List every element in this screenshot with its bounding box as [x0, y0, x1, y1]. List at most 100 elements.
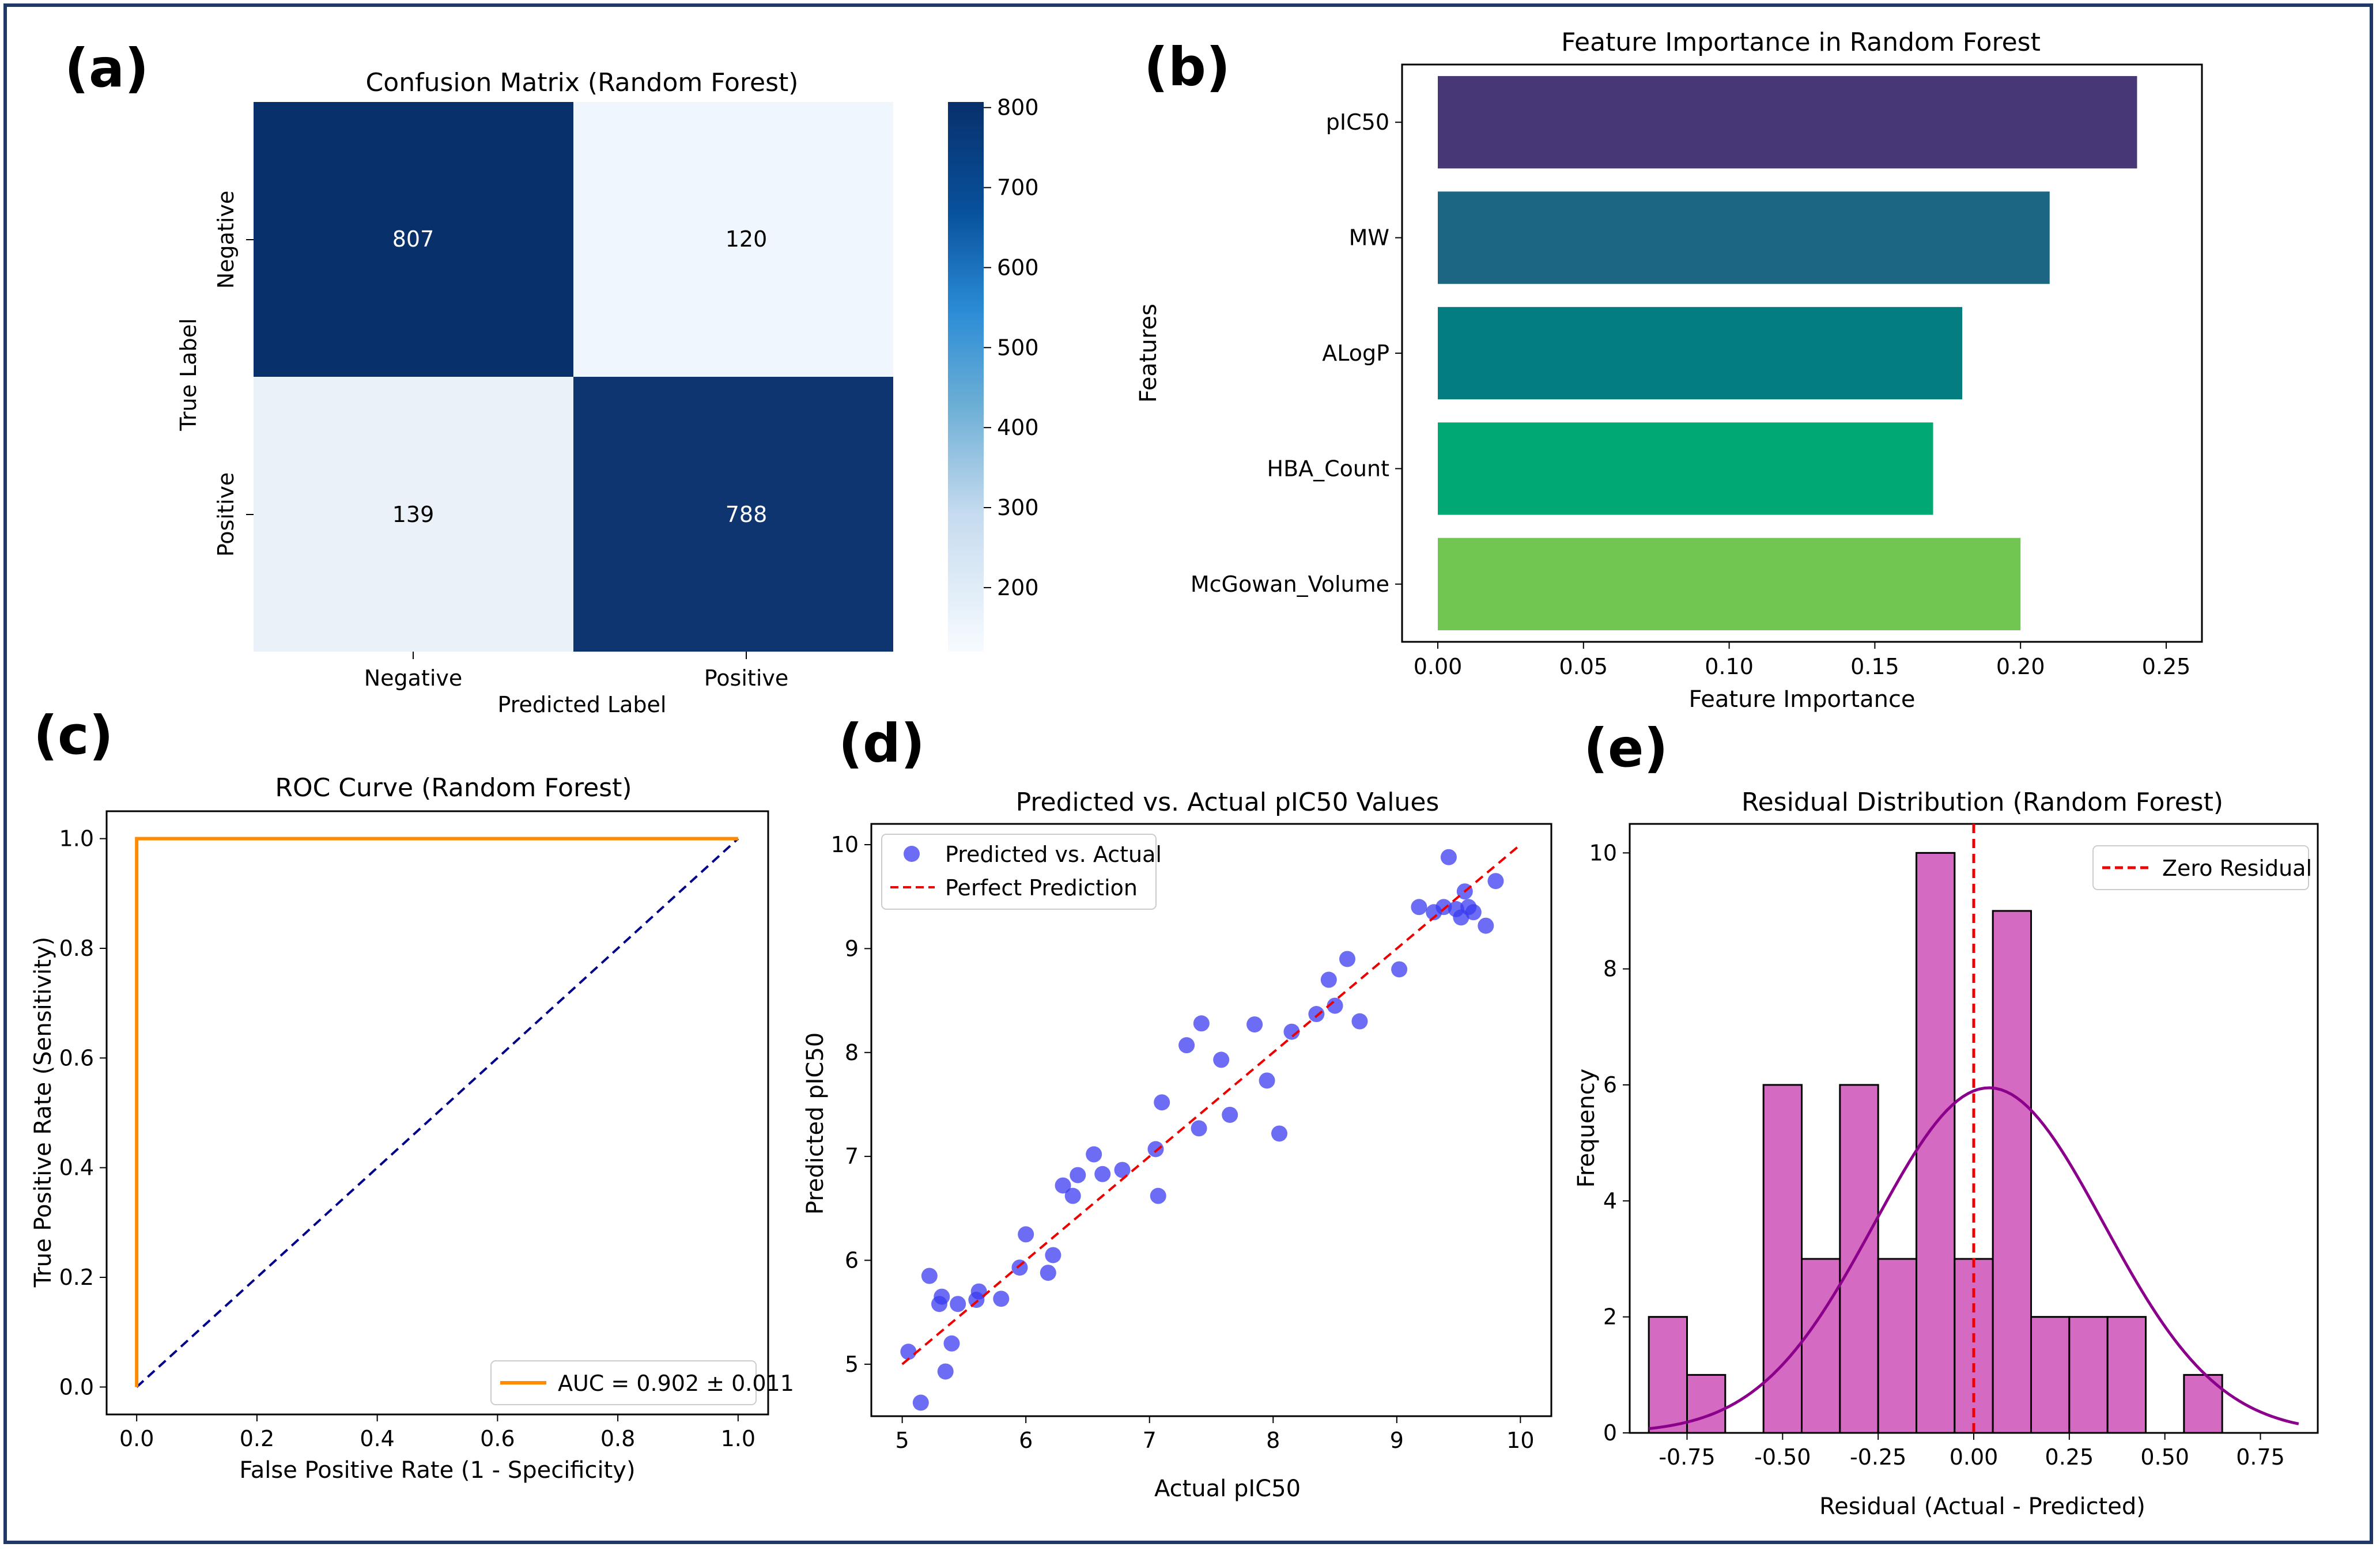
scatter-point: [1213, 1051, 1230, 1068]
roc-legend-label: AUC = 0.902 ± 0.011: [558, 1371, 794, 1396]
fi-x-tick-label: 0.20: [1996, 654, 2045, 679]
hist-ylabel: Frequency: [1573, 1069, 1600, 1188]
cm-colorbar-tick-label: 700: [997, 175, 1039, 201]
scatter-ylabel: Predicted pIC50: [802, 1032, 829, 1215]
scatter-legend-points: Predicted vs. Actual: [945, 842, 1162, 867]
scatter-point: [1055, 1177, 1071, 1194]
hist-y-tick-label: 8: [1603, 956, 1617, 982]
hist-title: Residual Distribution (Random Forest): [1741, 788, 2223, 817]
feature-importance-chart: Feature Importance in Random Forest pIC5…: [1135, 28, 2203, 713]
hist-bar: [2030, 1316, 2071, 1434]
panel-label-a: (a): [65, 37, 149, 99]
fi-category-label: McGowan_Volume: [1191, 572, 1389, 597]
scatter-legend-perfect: Perfect Prediction: [945, 875, 1138, 901]
fi-x-tick-label: 0.05: [1559, 654, 1608, 679]
scatter-point: [1191, 1120, 1207, 1137]
cm-title: Confusion Matrix (Random Forest): [366, 68, 799, 97]
hist-x-tick-label: 0.75: [2236, 1444, 2285, 1470]
cm-row-label-negative: Negative: [213, 191, 239, 289]
scatter-y-tick-label: 10: [831, 832, 859, 857]
fi-bar: [1438, 76, 2137, 169]
scatter-point: [1327, 997, 1343, 1014]
hist-x-tick-label: -0.50: [1754, 1444, 1811, 1470]
scatter-point: [1147, 1141, 1164, 1157]
cm-value-neg-pos: 120: [726, 226, 768, 252]
fi-bar: [1438, 422, 1933, 515]
hist-x-tick-label: -0.75: [1659, 1444, 1715, 1470]
hist-y-tick-label: 6: [1603, 1072, 1617, 1098]
scatter-point: [1440, 849, 1457, 865]
scatter-y-tick-label: 5: [845, 1352, 859, 1377]
hist-bar: [1954, 1258, 1994, 1434]
scatter-y-tick-label: 7: [845, 1144, 859, 1169]
scatter-point: [1283, 1023, 1300, 1040]
scatter-y-tick-label: 9: [845, 936, 859, 961]
cm-colorbar-tick-label: 600: [997, 255, 1039, 280]
hist-y-tick-label: 2: [1603, 1304, 1617, 1330]
roc-x-tick-label: 0.0: [119, 1426, 154, 1451]
scatter-legend-marker: [904, 846, 920, 862]
roc-title: ROC Curve (Random Forest): [275, 773, 632, 803]
scatter-point: [1154, 1094, 1170, 1111]
fi-category-label: ALogP: [1322, 341, 1389, 366]
roc-y-tick-label: 0.0: [59, 1374, 94, 1399]
roc-y-tick-label: 0.8: [59, 936, 94, 961]
fi-x-tick-label: 0.15: [1850, 654, 1899, 679]
hist-legend-label: Zero Residual: [2162, 856, 2312, 881]
scatter-point: [1070, 1167, 1086, 1183]
scatter-legend: Predicted vs. Actual Perfect Prediction: [881, 834, 1162, 910]
roc-legend: AUC = 0.902 ± 0.011: [490, 1360, 794, 1405]
scatter-x-tick-label: 7: [1143, 1428, 1157, 1453]
hist-ticks: -0.75 -0.50 -0.25 0.00 0.25 0.50 0.75 0 2 4 6 8 10: [1589, 840, 2285, 1470]
scatter-point: [1487, 873, 1504, 890]
fi-ylabel: Features: [1135, 304, 1162, 403]
panel-label-c: (c): [33, 705, 114, 766]
panel-label-e: (e): [1584, 717, 1668, 779]
scatter-point: [943, 1335, 960, 1352]
hist-x-tick-label: 0.00: [1950, 1444, 1999, 1470]
scatter-point: [1351, 1013, 1368, 1030]
roc-x-tick-label: 1.0: [721, 1426, 755, 1451]
roc-curve-line: [135, 837, 738, 1387]
scatter-ticks: 5 6 7 8 9 10 5 6 7 8 9 10: [831, 832, 1535, 1453]
scatter-point: [1411, 899, 1427, 916]
fi-axes-frame: [1401, 63, 2203, 643]
cm-colorbar-tick-label: 500: [997, 335, 1039, 360]
fi-x-tick-label: 0.25: [2142, 654, 2191, 679]
fi-x-tick-label: 0.00: [1414, 654, 1463, 679]
scatter-point: [934, 1288, 950, 1305]
scatter-point: [1086, 1146, 1102, 1163]
roc-xlabel: False Positive Rate (1 - Specificity): [239, 1457, 635, 1484]
scatter-point: [900, 1344, 917, 1360]
roc-y-tick-label: 0.6: [59, 1045, 94, 1070]
fi-bar: [1438, 307, 1963, 400]
roc-chart: ROC Curve (Random Forest) 0.0 0.2 0.4 0.6 0.…: [30, 773, 794, 1484]
cm-value-pos-neg: 139: [392, 502, 435, 527]
hist-y-tick-label: 0: [1603, 1420, 1617, 1446]
cm-colorbar: [948, 102, 984, 652]
fi-xlabel: Feature Importance: [1688, 686, 1915, 713]
fi-category-label: MW: [1349, 225, 1389, 251]
scatter-x-tick-label: 6: [1019, 1428, 1033, 1453]
hist-y-tick-label: 10: [1589, 840, 1617, 865]
fi-x-ticks: 0.00 0.05 0.10 0.15 0.20 0.25: [1414, 642, 2191, 679]
scatter-point: [1271, 1125, 1287, 1142]
scatter-point: [993, 1291, 1010, 1307]
scatter-point: [970, 1283, 987, 1300]
cm-xlabel: Predicted Label: [498, 692, 667, 717]
scatter-point: [1064, 1187, 1081, 1204]
cm-cell-pos-neg: [254, 377, 573, 652]
hist-bars: [1648, 852, 2223, 1434]
scatter-point: [1045, 1247, 1061, 1264]
scatter-x-tick-label: 9: [1390, 1428, 1404, 1453]
scatter-point: [1193, 1015, 1210, 1032]
scatter-point: [1308, 1006, 1325, 1023]
roc-x-tick-label: 0.6: [480, 1426, 515, 1451]
cm-colorbar-tick-label: 400: [997, 415, 1039, 440]
cm-value-neg-neg: 807: [392, 226, 435, 252]
cm-colorbar-tick-label: 200: [997, 575, 1039, 600]
scatter-point: [1178, 1037, 1195, 1054]
panel-label-d: (d): [838, 713, 925, 774]
cm-col-label-negative: Negative: [364, 665, 463, 691]
scatter-point: [1150, 1187, 1166, 1204]
